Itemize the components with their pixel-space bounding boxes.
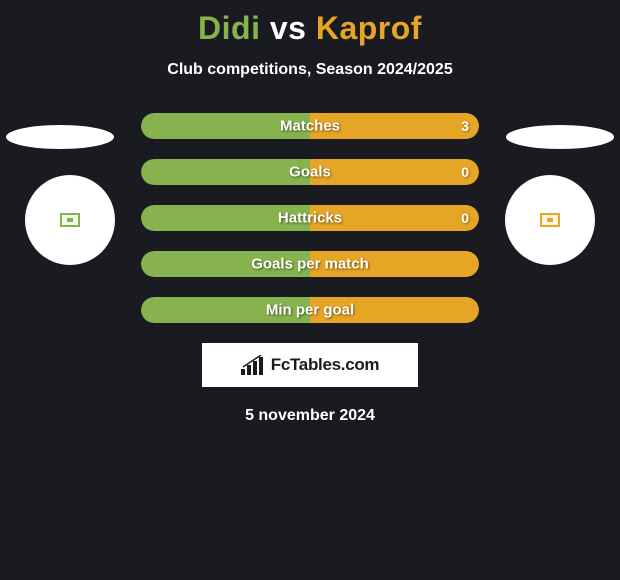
player2-badge-icon [540, 213, 560, 227]
title-vs: vs [270, 10, 307, 46]
stat-row-matches: Matches 3 [141, 113, 479, 139]
brand-text: FcTables.com [271, 355, 380, 375]
stat-label: Goals [289, 164, 331, 181]
brand-box: FcTables.com [202, 343, 418, 387]
page-title: Didi vs Kaprof [0, 0, 620, 47]
subtitle: Club competitions, Season 2024/2025 [0, 61, 620, 79]
player2-avatar-circle [505, 175, 595, 265]
player1-avatar-circle [25, 175, 115, 265]
stat-value-right: 3 [461, 118, 469, 134]
stat-row-goals-per-match: Goals per match [141, 251, 479, 277]
title-player1: Didi [198, 10, 260, 46]
player2-top-ellipse [506, 125, 614, 149]
stat-fill-left [141, 159, 310, 185]
player1-top-ellipse [6, 125, 114, 149]
brand-bars-icon [241, 355, 267, 375]
stat-row-min-per-goal: Min per goal [141, 297, 479, 323]
stat-value-right: 0 [461, 210, 469, 226]
stat-fill-right [310, 159, 479, 185]
stats-container: Matches 3 Goals 0 Hattricks 0 Goals per … [141, 113, 479, 323]
stat-row-hattricks: Hattricks 0 [141, 205, 479, 231]
stat-value-right: 0 [461, 164, 469, 180]
title-player2: Kaprof [316, 10, 422, 46]
player1-badge-icon [60, 213, 80, 227]
date-text: 5 november 2024 [0, 407, 620, 425]
stat-label: Goals per match [251, 256, 369, 273]
stat-row-goals: Goals 0 [141, 159, 479, 185]
stat-label: Matches [280, 118, 340, 135]
stat-label: Hattricks [278, 210, 342, 227]
stat-label: Min per goal [266, 302, 354, 319]
